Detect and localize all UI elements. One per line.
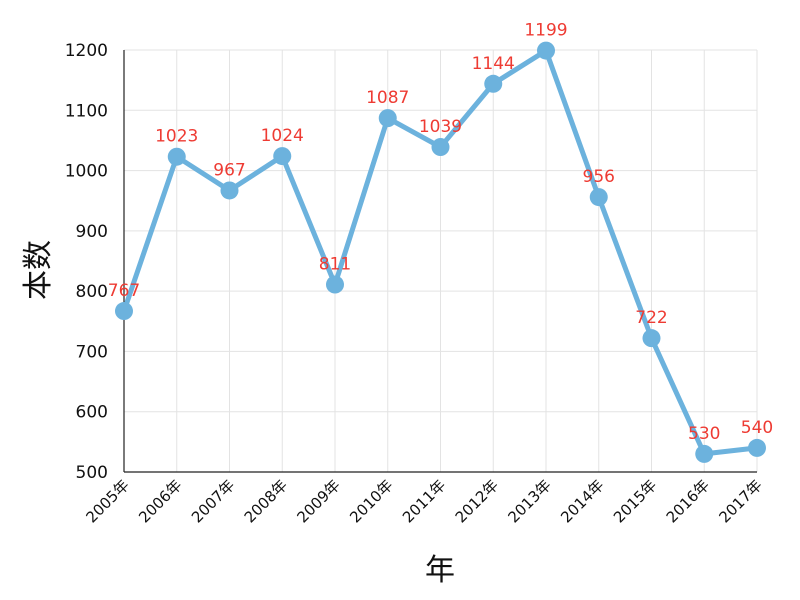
data-label: 1199 [524, 21, 567, 41]
data-label: 1039 [419, 117, 462, 137]
axes [123, 50, 757, 473]
x-tick-label: 2014年 [557, 476, 607, 526]
data-point [220, 181, 239, 200]
data-label: 967 [213, 160, 245, 180]
data-point [537, 41, 555, 60]
y-tick-label: 1100 [65, 101, 108, 121]
data-point [378, 109, 397, 128]
x-tick-label: 2008年 [241, 476, 291, 526]
y-axis-tick-labels: 500 600 700 800 900 1000 1100 1200 [65, 41, 108, 483]
data-point [326, 275, 344, 294]
x-tick-label: 2009年 [293, 476, 343, 526]
y-tick-label: 600 [76, 403, 108, 423]
x-tick-label: 2017年 [715, 476, 765, 526]
data-point [431, 138, 450, 157]
x-axis-title: 年 [425, 553, 455, 588]
data-point [748, 438, 766, 457]
data-point [642, 329, 661, 348]
y-tick-label: 1000 [65, 162, 108, 182]
x-tick-label: 2007年 [188, 476, 238, 526]
data-label: 1024 [261, 126, 304, 146]
x-axis-tick-labels: 2005年 2006年 2007年 2008年 2009年 2010年 2011年 2012年… [82, 476, 765, 526]
data-labels: 767 1023 967 1024 811 1087 1039 1144 1199 956 722 5… [108, 21, 773, 444]
y-axis-title: 本数 [21, 240, 56, 300]
data-label: 1023 [155, 127, 198, 147]
data-label: 1144 [472, 54, 515, 74]
data-label: 722 [635, 308, 667, 328]
data-label: 540 [741, 418, 773, 438]
data-label: 811 [319, 255, 351, 275]
data-label: 767 [108, 281, 140, 301]
y-tick-label: 1200 [65, 41, 108, 61]
data-point [115, 302, 133, 321]
x-tick-label: 2006年 [135, 476, 185, 526]
data-points [115, 41, 766, 463]
data-label: 530 [688, 424, 720, 444]
data-point [167, 147, 186, 166]
x-tick-label: 2010年 [346, 476, 396, 526]
data-label: 1087 [366, 88, 409, 108]
x-tick-label: 2011年 [399, 476, 449, 526]
x-tick-label: 2013年 [504, 476, 554, 526]
x-tick-label: 2012年 [452, 476, 502, 526]
y-tick-label: 900 [76, 222, 108, 242]
y-tick-label: 500 [76, 463, 108, 483]
x-tick-label: 2016年 [663, 476, 713, 526]
gridlines [123, 49, 758, 473]
data-point [589, 188, 608, 207]
data-label: 956 [583, 167, 615, 187]
data-point [484, 74, 503, 93]
data-point [273, 147, 292, 166]
y-tick-label: 700 [76, 342, 108, 362]
x-tick-label: 2005年 [82, 476, 132, 526]
x-tick-label: 2015年 [610, 476, 660, 526]
y-tick-label: 800 [76, 282, 108, 302]
data-point [695, 444, 714, 463]
